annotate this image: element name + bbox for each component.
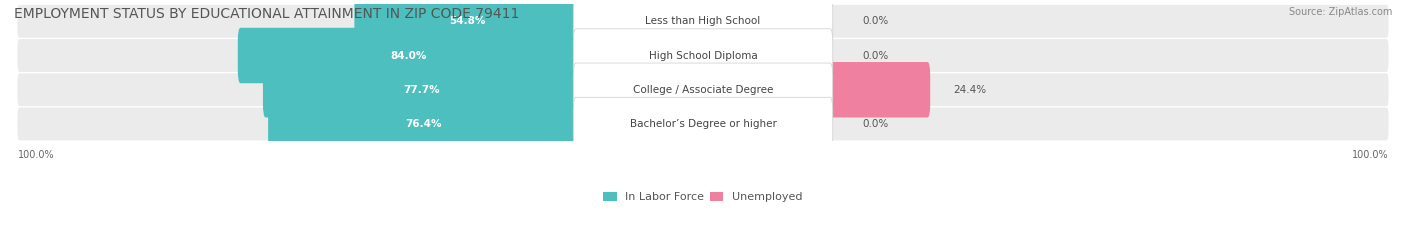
Text: 0.0%: 0.0%	[863, 51, 889, 61]
Text: 84.0%: 84.0%	[391, 51, 427, 61]
Text: Source: ZipAtlas.com: Source: ZipAtlas.com	[1288, 7, 1392, 17]
FancyBboxPatch shape	[263, 62, 579, 117]
FancyBboxPatch shape	[354, 0, 579, 49]
Text: High School Diploma: High School Diploma	[648, 51, 758, 61]
Text: Bachelor’s Degree or higher: Bachelor’s Degree or higher	[630, 119, 776, 129]
Text: 100.0%: 100.0%	[17, 151, 53, 161]
Text: 24.4%: 24.4%	[953, 85, 987, 95]
FancyBboxPatch shape	[574, 97, 832, 151]
Text: 76.4%: 76.4%	[406, 119, 443, 129]
FancyBboxPatch shape	[17, 5, 1389, 38]
Text: 0.0%: 0.0%	[863, 16, 889, 26]
Text: 54.8%: 54.8%	[449, 16, 485, 26]
Legend: In Labor Force, Unemployed: In Labor Force, Unemployed	[599, 188, 807, 207]
Text: EMPLOYMENT STATUS BY EDUCATIONAL ATTAINMENT IN ZIP CODE 79411: EMPLOYMENT STATUS BY EDUCATIONAL ATTAINM…	[14, 7, 519, 21]
Text: 77.7%: 77.7%	[404, 85, 440, 95]
FancyBboxPatch shape	[17, 39, 1389, 72]
Text: 100.0%: 100.0%	[1353, 151, 1389, 161]
FancyBboxPatch shape	[574, 0, 832, 48]
FancyBboxPatch shape	[574, 63, 832, 116]
Text: College / Associate Degree: College / Associate Degree	[633, 85, 773, 95]
Text: Less than High School: Less than High School	[645, 16, 761, 26]
FancyBboxPatch shape	[827, 62, 931, 117]
FancyBboxPatch shape	[574, 29, 832, 82]
FancyBboxPatch shape	[17, 73, 1389, 106]
Text: 0.0%: 0.0%	[863, 119, 889, 129]
FancyBboxPatch shape	[238, 28, 579, 83]
FancyBboxPatch shape	[17, 108, 1389, 140]
FancyBboxPatch shape	[269, 96, 579, 152]
